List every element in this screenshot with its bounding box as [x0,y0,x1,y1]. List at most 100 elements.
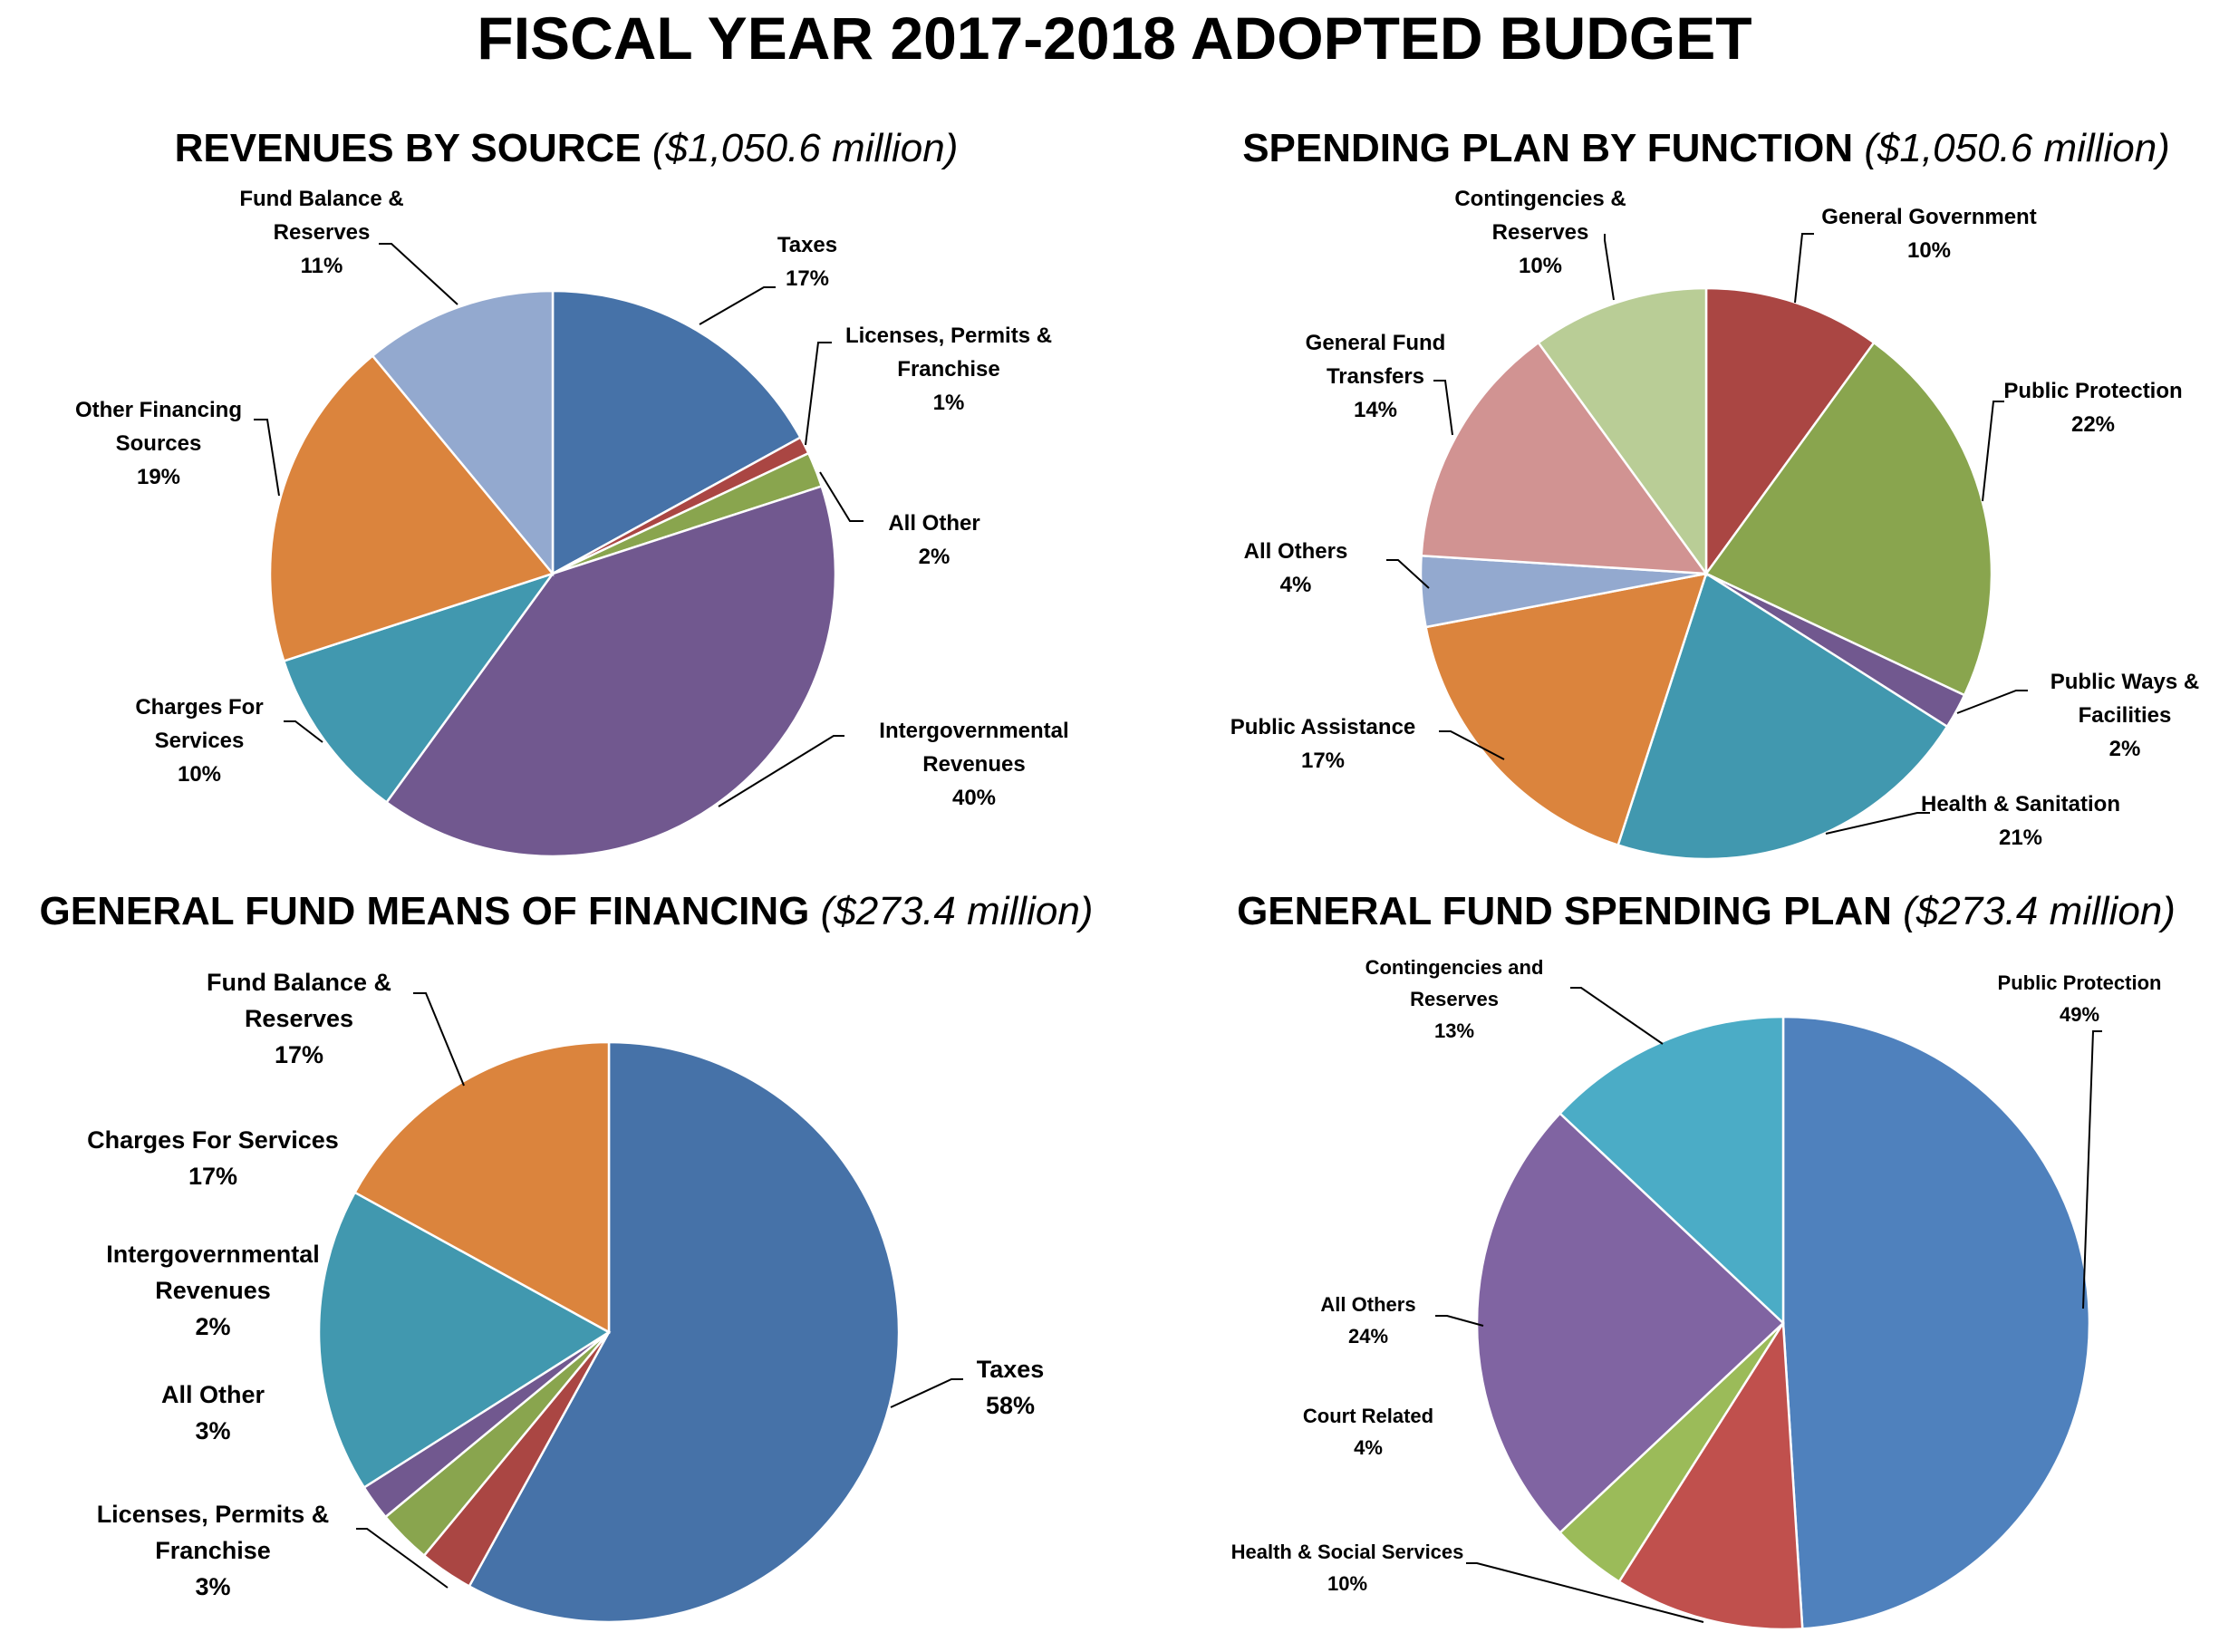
slice-label-all-others: All Others 4% [1244,539,1348,597]
slice-label-line: Reserves [245,1005,353,1032]
slice-label-line: General Government [1821,205,2036,229]
slice-label-line: 2% [195,1313,230,1340]
slice-label-fund-balance-and-reserves: Fund Balance & Reserves 11% [239,187,403,278]
slice-label-intergovernmental-revenues: Intergovernmental Revenues 2% [106,1241,320,1340]
slice-label-line: 17% [188,1163,237,1190]
slice-label-line: 2% [919,545,950,569]
slice-label-contingencies-and-reserves: Contingencies & Reserves 10% [1454,187,1626,278]
slice-label-line: Reserves [1410,988,1499,1010]
slice-label-public-ways-and-facilities: Public Ways & Facilities 2% [2050,670,2199,761]
pie-slice-charges-for-services [282,571,556,805]
slice-label-line: 4% [1354,1436,1383,1459]
pie-slice-health-and-social-services [1617,1319,1804,1631]
slice-label-public-assistance: Public Assistance 17% [1230,715,1416,773]
slice-label-line: Public Protection [2003,379,2182,403]
slice-label-line: Health & Sanitation [1921,792,2120,816]
pie-slice-general-fund-transfers [1420,341,1709,575]
pie-slice-public-assistance [1424,572,1708,847]
slice-label-line: 24% [1348,1325,1388,1348]
slice-label-all-other: All Other 2% [888,511,979,569]
slice-label-line: All Other [161,1381,265,1408]
slice-label-line: Reserves [1492,220,1589,245]
slice-label-general-government: General Government 10% [1821,205,2036,263]
slice-label-line: Health & Social Services [1231,1541,1464,1563]
chart-subtitle: ($1,050.6 million) [652,126,959,170]
slice-label-line: 10% [1519,254,1562,278]
slice-label-charges-for-services: Charges For Services 17% [87,1126,339,1190]
page-title: FISCAL YEAR 2017-2018 ADOPTED BUDGET [477,5,1751,72]
slice-label-line: Revenues [922,752,1025,777]
pie-slice-public-protection [1781,1015,2091,1630]
leader-line-fund-balance-and-reserves [379,243,458,305]
pie-chart-3: GENERAL FUND MEANS OF FINANCING ($273.4 … [40,889,1094,1624]
slice-label-line: 10% [1327,1572,1367,1595]
slice-label-line: 2% [2109,737,2141,761]
chart-title: GENERAL FUND MEANS OF FINANCING ($273.4 … [40,889,1094,933]
leader-line-all-others [1435,1315,1484,1327]
leader-line-contingencies-and-reserves [1570,987,1664,1045]
leader-line-other-financing-sources [254,419,280,497]
slice-label-line: 13% [1434,1019,1474,1042]
slice-label-licenses-permits-and-franchise: Licenses, Permits & Franchise 3% [97,1501,330,1600]
slice-label-public-protection: Public Protection 22% [2003,379,2182,437]
chart-title-main: GENERAL FUND MEANS OF FINANCING [40,889,821,933]
chart-subtitle: ($1,050.6 million) [1864,126,2170,170]
slice-label-line: Services [155,729,245,753]
slice-label-line: Reserves [274,220,371,245]
leader-line-fund-balance-and-reserves [413,992,465,1087]
slice-label-line: Transfers [1327,364,1424,389]
slice-label-general-fund-transfers: General Fund Transfers 14% [1306,331,1446,422]
leader-line-licenses-permits-and-franchise [805,342,832,446]
slice-label-line: 10% [178,762,221,787]
slice-label-taxes: Taxes 17% [777,233,837,291]
chart-title-main: SPENDING PLAN BY FUNCTION [1242,126,1864,170]
leader-line-intergovernmental-revenues [718,735,844,807]
slice-label-line: Licenses, Permits & [97,1501,330,1528]
slice-label-line: 3% [195,1417,230,1444]
slice-label-line: Intergovernmental [106,1241,320,1268]
slice-label-line: Public Protection [1998,971,2162,994]
chart-title: GENERAL FUND SPENDING PLAN ($273.4 milli… [1237,889,2176,933]
slice-label-line: Facilities [2079,703,2172,728]
slice-label-court-related: Court Related 4% [1303,1405,1433,1459]
slice-label-line: Charges For [135,695,263,720]
slice-label-line: All Others [1320,1293,1415,1316]
pie-chart-1: REVENUES BY SOURCE ($1,050.6 million) Tax… [75,126,1069,858]
leader-line-charges-for-services [284,720,323,743]
slice-label-all-other: All Other 3% [161,1381,265,1444]
slice-label-line: 4% [1280,573,1312,597]
pie-slice-health-and-sanitation [1616,572,1949,861]
slice-label-line: All Others [1244,539,1348,564]
slice-label-line: Franchise [897,357,999,382]
slice-label-line: General Fund [1306,331,1446,355]
pie-slice-charges-for-services [317,1191,612,1490]
slice-label-line: 10% [1907,238,1951,263]
leader-line-all-other [819,471,864,522]
leader-line-licenses-permits-and-franchise [356,1528,449,1589]
slice-label-line: Contingencies & [1454,187,1626,211]
slice-label-line: Taxes [777,233,837,257]
pie-slice-fund-balance-and-reserves [371,289,555,577]
chart-title-main: REVENUES BY SOURCE [175,126,652,170]
leader-line-health-and-social-services [1466,1562,1704,1623]
pie-slice-taxes [551,289,803,576]
pie-slice-all-others [1475,1111,1785,1535]
slice-label-line: 21% [1999,826,2042,850]
leader-line-health-and-sanitation [1825,812,1930,835]
pie-slice-contingencies-and-reserves [1537,286,1708,577]
chart-title: REVENUES BY SOURCE ($1,050.6 million) [175,126,959,170]
slice-label-line: 17% [786,266,829,291]
leader-line-public-assistance [1439,730,1505,760]
slice-label-line: Fund Balance & [207,969,391,996]
slice-label-line: 3% [195,1573,230,1600]
slice-label-taxes: Taxes 58% [977,1356,1045,1419]
slice-label-health-and-social-services: Health & Social Services 10% [1231,1541,1464,1595]
slice-label-line: 58% [986,1392,1035,1419]
slice-label-line: 22% [2071,412,2115,437]
leader-line-public-protection [2082,1030,2102,1309]
slice-label-line: 11% [301,254,343,278]
pie-slice-contingencies-and-reserves [1558,1015,1785,1326]
chart-title-main: GENERAL FUND SPENDING PLAN [1237,889,1903,933]
